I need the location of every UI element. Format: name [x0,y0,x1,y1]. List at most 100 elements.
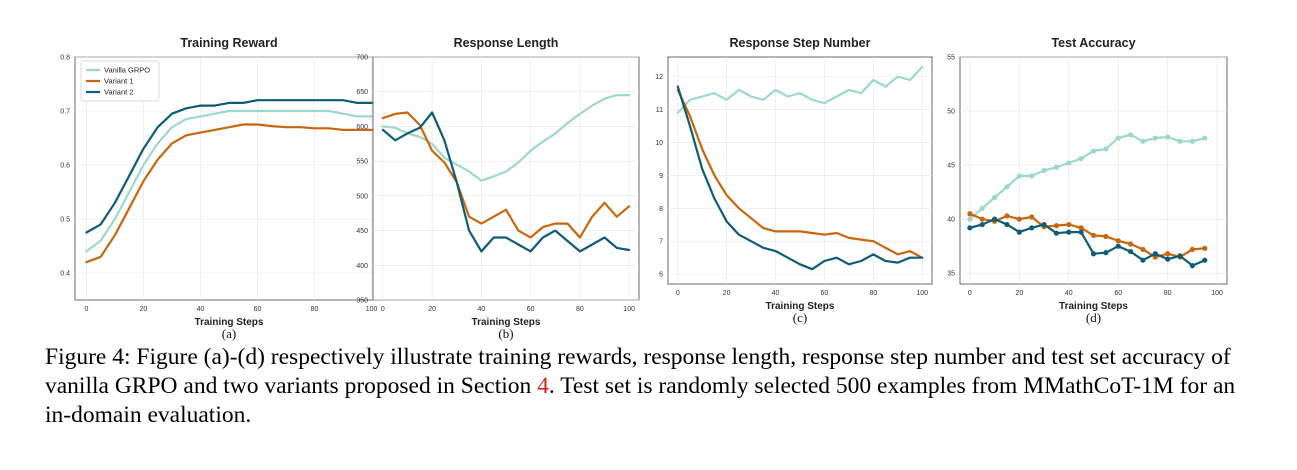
data-point [1127,241,1134,247]
x-tick-label: 80 [576,306,584,313]
data-point [1165,251,1171,257]
y-tick-label: 50 [947,109,955,116]
data-point [1066,221,1072,228]
data-point [1004,213,1010,219]
legend-entry: Vanilla GRPO [104,66,150,75]
caption-text-end: . Test set is randomly selected 500 exam… [45,373,1236,428]
data-point [1189,246,1195,253]
data-point [1165,256,1171,262]
x-tick-label: 100 [366,306,378,313]
series-line-variant-2 [85,99,373,234]
data-point [1029,214,1035,220]
y-tick-label: 7 [659,239,663,246]
x-tick-label: 80 [869,290,877,297]
data-point [1103,233,1109,240]
data-point [1115,238,1121,244]
chart-panel-a: 0 20 40 60 80 100 0.4 0.5 0.6 0.7 0.8 Training Rewa… [60,36,384,341]
y-tick-label: 40 [947,217,955,224]
data-point [992,194,998,201]
data-point [1053,223,1060,229]
x-tick-label: 100 [1211,290,1223,297]
figure-caption: Figure 4: Figure (a)-(d) respectively il… [45,343,1260,430]
series-line-vanilla-grpo [381,94,631,182]
y-tick-label: 55 [947,55,955,62]
y-tick-label: 35 [947,271,955,278]
panel-sublabel: (b) [498,326,513,341]
x-tick-label: 0 [84,306,88,313]
x-tick-label: 20 [723,290,731,297]
data-point [1127,132,1134,138]
data-point [1127,248,1134,255]
x-tick-label: 60 [527,306,535,313]
data-point [979,221,985,228]
chart-title: Training Reward [180,36,277,50]
x-axis-label: Training Steps [195,317,264,328]
chart-title: Test Accuracy [1051,36,1135,50]
y-tick-label: 0.5 [60,217,70,224]
series-line-vanilla-grpo [676,65,924,115]
plot-frame [959,56,1228,285]
caption-label: Figure 4: [45,344,131,370]
y-tick-label: 0.6 [60,163,70,170]
data-point [1041,221,1047,228]
y-tick-label: 45 [947,163,955,170]
x-tick-label: 60 [821,290,829,297]
chart-panel-d: 0 20 40 60 80 100 35 40 45 50 55 Test Accuracy Train… [947,36,1228,325]
y-tick-label: 350 [356,298,368,305]
data-point [979,216,985,222]
data-point [1066,229,1072,235]
data-point [1177,138,1183,144]
y-tick-label: 8 [659,206,663,213]
y-tick-label: 10 [655,140,663,147]
panel-sublabel: (c) [793,310,807,325]
y-tick-label: 9 [659,173,663,180]
series-line-variant-1 [381,111,631,239]
x-tick-label: 40 [1065,290,1073,297]
data-point [1090,148,1097,154]
data-point [1016,173,1022,179]
data-point [1115,135,1121,141]
data-point [1041,167,1047,174]
chart-title: Response Length [454,36,559,50]
y-tick-label: 12 [655,74,663,81]
legend-box [80,60,160,102]
data-point [1152,135,1158,141]
data-point [1078,229,1084,235]
data-point [1078,225,1084,231]
data-point [967,211,973,217]
data-point [1053,164,1060,170]
data-point [1202,257,1208,263]
y-tick-label: 550 [356,159,368,166]
series-line-variant-2 [381,111,631,253]
legend-entry: Variant 2 [104,88,133,97]
series-line-variant-1 [676,88,924,259]
data-point [1152,251,1158,257]
data-point [1029,173,1035,179]
data-point [992,216,998,222]
data-point [967,225,973,231]
y-tick-label: 11 [656,107,663,114]
x-tick-label: 0 [676,290,680,297]
x-axis-label: Training Steps [472,317,541,328]
chart-panel-b: 0 20 40 60 80 100350400450500550600650700Resp… [356,36,640,341]
panel-sublabel: (a) [222,326,236,341]
x-tick-label: 0 [968,290,972,297]
x-tick-label: 60 [1114,290,1122,297]
data-point [1165,134,1171,140]
series-line-variant-1 [85,123,373,264]
caption-section-ref[interactable]: 4 [537,373,549,399]
data-point [1189,263,1195,269]
chart-legend: Vanilla GRPO Variant 1 Variant 2 [80,60,160,102]
data-point [1090,251,1097,257]
panel-sublabel: (d) [1086,310,1101,325]
data-point [1189,138,1195,144]
data-point [1202,135,1208,141]
x-tick-label: 40 [197,306,205,313]
data-point [1004,184,1010,190]
data-point [1066,160,1072,166]
y-tick-label: 0.4 [60,271,70,278]
plot-frame [372,56,640,301]
y-tick-label: 400 [356,263,368,270]
x-tick-label: 20 [140,306,148,313]
data-point [1078,156,1084,162]
